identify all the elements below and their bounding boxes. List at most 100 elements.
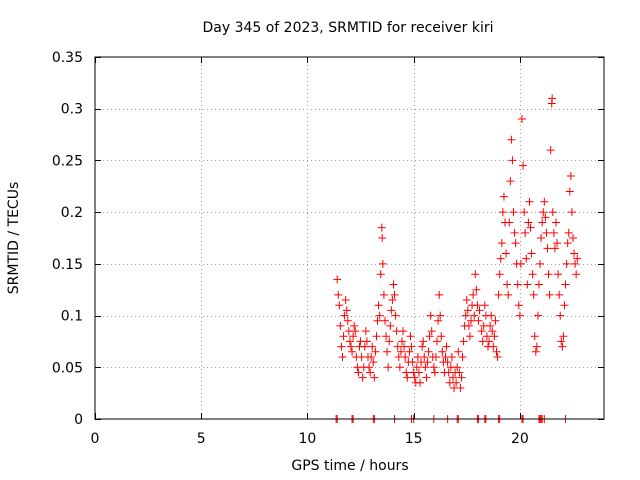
data-point xyxy=(540,197,549,206)
y-tick-label: 0.3 xyxy=(61,102,83,118)
data-point xyxy=(335,301,344,310)
y-tick-label: 0 xyxy=(74,412,83,428)
data-point xyxy=(505,218,514,227)
data-point xyxy=(438,347,447,356)
data-point xyxy=(421,363,430,372)
data-point xyxy=(492,347,501,356)
data-point xyxy=(447,352,456,361)
data-point xyxy=(554,270,563,279)
data-point xyxy=(361,327,370,336)
data-point xyxy=(391,311,400,320)
y-tick-label: 0.05 xyxy=(52,360,83,376)
data-point xyxy=(537,234,546,242)
data-point xyxy=(498,208,507,217)
y-tick-label: 0.35 xyxy=(52,50,83,66)
data-point xyxy=(515,311,524,320)
x-tick-label: 20 xyxy=(511,431,529,447)
data-point xyxy=(399,327,408,336)
data-point xyxy=(527,249,536,258)
data-point xyxy=(345,337,354,346)
data-point xyxy=(477,327,486,336)
data-point xyxy=(336,321,345,330)
data-point xyxy=(367,352,376,361)
data-point xyxy=(510,228,519,237)
data-point xyxy=(389,280,398,289)
data-point xyxy=(524,218,533,227)
data-point xyxy=(496,254,505,263)
data-point xyxy=(471,270,480,279)
data-point xyxy=(396,347,405,356)
data-point xyxy=(385,337,394,346)
data-point xyxy=(556,311,565,320)
data-point xyxy=(418,342,427,351)
data-point xyxy=(354,368,363,377)
data-point xyxy=(338,352,347,361)
data-point xyxy=(528,270,537,279)
data-point xyxy=(493,352,502,361)
data-point xyxy=(558,342,567,351)
data-point xyxy=(495,270,504,279)
data-point xyxy=(365,363,374,372)
data-point xyxy=(525,197,534,206)
data-point xyxy=(563,239,572,248)
data-point xyxy=(369,358,378,367)
data-point xyxy=(513,280,522,289)
data-point xyxy=(463,306,472,315)
data-point xyxy=(434,316,443,325)
data-point xyxy=(457,373,466,382)
data-point xyxy=(406,332,415,341)
data-point xyxy=(560,301,569,310)
data-point xyxy=(565,187,574,196)
data-point xyxy=(383,347,392,356)
data-point xyxy=(384,363,393,372)
data-point xyxy=(340,311,349,320)
data-point xyxy=(414,368,423,377)
data-point xyxy=(467,316,476,325)
data-point xyxy=(420,352,429,361)
data-point xyxy=(529,290,538,299)
data-point xyxy=(521,228,530,237)
y-tick-label: 0.15 xyxy=(52,257,83,273)
data-point xyxy=(472,285,481,294)
x-tick-labels: 0 5 10 15 20 xyxy=(91,431,529,447)
data-point xyxy=(380,316,389,325)
data-point xyxy=(502,249,511,258)
data-point xyxy=(426,311,435,320)
data-point xyxy=(436,311,445,320)
data-point xyxy=(423,358,432,367)
data-point xyxy=(464,321,473,330)
data-point xyxy=(475,306,484,315)
data-point xyxy=(473,301,482,310)
data-point xyxy=(490,332,499,341)
data-point xyxy=(378,259,387,268)
grid-lines xyxy=(95,57,604,419)
data-point xyxy=(564,228,573,237)
data-point xyxy=(530,332,539,341)
data-point xyxy=(548,94,557,103)
data-point xyxy=(376,270,385,279)
data-point xyxy=(544,270,553,279)
data-point xyxy=(539,208,548,217)
data-point xyxy=(491,316,500,325)
data-point xyxy=(538,218,547,227)
data-point xyxy=(419,337,428,346)
data-point xyxy=(333,275,342,284)
data-point xyxy=(520,208,529,217)
data-point xyxy=(374,301,383,310)
data-point xyxy=(372,332,381,341)
data-point xyxy=(516,259,525,268)
data-point xyxy=(459,337,468,346)
data-point xyxy=(482,332,491,341)
data-point xyxy=(337,342,346,351)
data-point xyxy=(343,316,352,325)
data-point xyxy=(346,342,355,351)
data-point xyxy=(555,290,564,299)
data-point xyxy=(455,368,464,377)
data-point xyxy=(551,218,560,227)
data-point xyxy=(425,332,434,341)
data-point xyxy=(509,208,518,217)
data-point xyxy=(402,368,411,377)
chart-title: Day 345 of 2023, SRMTID for receiver kir… xyxy=(202,20,493,36)
data-point xyxy=(388,296,397,305)
